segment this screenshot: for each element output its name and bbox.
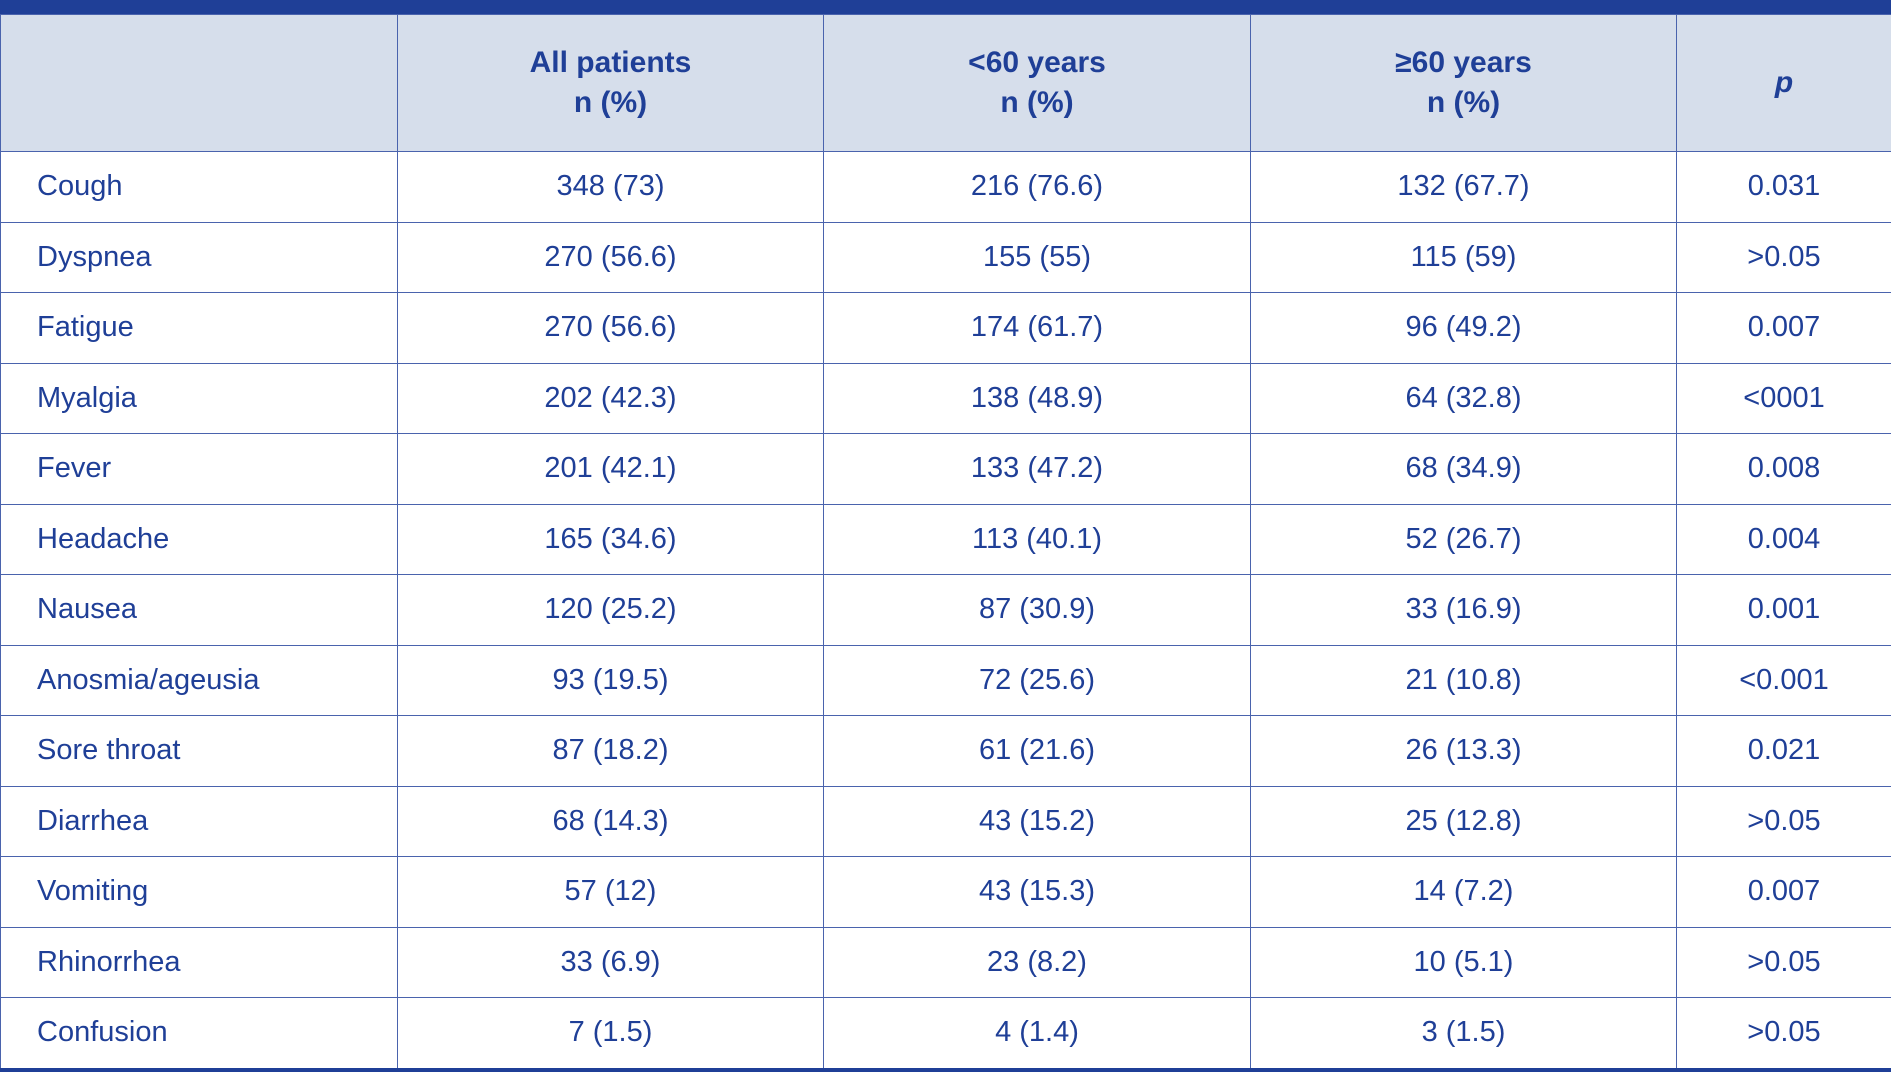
all-patients-cell: 270 (56.6) [397,221,824,293]
header-all-patients-unit: n (%) [573,86,648,119]
table-row: Confusion 7 (1.5) 4 (1.4) 3 (1.5) >0.05 [0,997,1891,1072]
p-value-cell: <0.001 [1676,644,1891,716]
p-value-cell: >0.05 [1676,926,1891,998]
over-60-cell: 68 (34.9) [1250,433,1677,505]
table-row: Vomiting 57 (12) 43 (15.3) 14 (7.2) 0.00… [0,856,1891,928]
under-60-cell: 23 (8.2) [823,926,1251,998]
p-value-cell: <0001 [1676,362,1891,434]
table-row: Fever 201 (42.1) 133 (47.2) 68 (34.9) 0.… [0,433,1891,505]
over-60-cell: 96 (49.2) [1250,292,1677,364]
all-patients-cell: 87 (18.2) [397,715,824,787]
all-patients-cell: 93 (19.5) [397,644,824,716]
symptom-cell: Fatigue [0,292,398,364]
all-patients-cell: 202 (42.3) [397,362,824,434]
symptom-cell: Nausea [0,574,398,646]
over-60-cell: 33 (16.9) [1250,574,1677,646]
over-60-cell: 26 (13.3) [1250,715,1677,787]
header-all-patients: All patients n (%) [397,14,824,152]
under-60-cell: 113 (40.1) [823,503,1251,575]
under-60-cell: 155 (55) [823,221,1251,293]
over-60-cell: 21 (10.8) [1250,644,1677,716]
under-60-cell: 61 (21.6) [823,715,1251,787]
all-patients-cell: 33 (6.9) [397,926,824,998]
symptom-cell: Anosmia/ageusia [0,644,398,716]
over-60-cell: 14 (7.2) [1250,856,1677,928]
header-over-60-unit: n (%) [1426,86,1501,119]
table-row: Cough 348 (73) 216 (76.6) 132 (67.7) 0.0… [0,151,1891,223]
under-60-cell: 216 (76.6) [823,151,1251,223]
all-patients-cell: 348 (73) [397,151,824,223]
symptom-cell: Fever [0,433,398,505]
p-value-cell: 0.007 [1676,856,1891,928]
over-60-cell: 64 (32.8) [1250,362,1677,434]
symptom-cell: Myalgia [0,362,398,434]
all-patients-cell: 7 (1.5) [397,997,824,1072]
table-row: Fatigue 270 (56.6) 174 (61.7) 96 (49.2) … [0,292,1891,364]
under-60-cell: 133 (47.2) [823,433,1251,505]
over-60-cell: 132 (67.7) [1250,151,1677,223]
header-p-value: p [1676,14,1891,152]
table-row: Nausea 120 (25.2) 87 (30.9) 33 (16.9) 0.… [0,574,1891,646]
symptom-cell: Rhinorrhea [0,926,398,998]
p-value-cell: 0.008 [1676,433,1891,505]
table-row: Dyspnea 270 (56.6) 155 (55) 115 (59) >0.… [0,221,1891,293]
p-value-cell: 0.007 [1676,292,1891,364]
over-60-cell: 115 (59) [1250,221,1677,293]
table-header: All patients n (%) <60 years n (%) ≥60 y… [0,14,1891,152]
header-under-60-unit: n (%) [1000,86,1074,119]
table-row: Myalgia 202 (42.3) 138 (48.9) 64 (32.8) … [0,362,1891,434]
all-patients-cell: 57 (12) [397,856,824,928]
all-patients-cell: 68 (14.3) [397,785,824,857]
header-over-60: ≥60 years n (%) [1250,14,1677,152]
all-patients-cell: 270 (56.6) [397,292,824,364]
table-row: Anosmia/ageusia 93 (19.5) 72 (25.6) 21 (… [0,644,1891,716]
table-body: Cough 348 (73) 216 (76.6) 132 (67.7) 0.0… [0,151,1891,1072]
over-60-cell: 25 (12.8) [1250,785,1677,857]
p-value-cell: >0.05 [1676,997,1891,1072]
all-patients-cell: 165 (34.6) [397,503,824,575]
symptom-cell: Sore throat [0,715,398,787]
table-row: Headache 165 (34.6) 113 (40.1) 52 (26.7)… [0,503,1891,575]
under-60-cell: 174 (61.7) [823,292,1251,364]
header-row: All patients n (%) <60 years n (%) ≥60 y… [0,14,1891,152]
over-60-cell: 3 (1.5) [1250,997,1677,1072]
under-60-cell: 87 (30.9) [823,574,1251,646]
header-all-patients-title: All patients [529,46,692,79]
symptom-cell: Dyspnea [0,221,398,293]
over-60-cell: 52 (26.7) [1250,503,1677,575]
p-value-cell: >0.05 [1676,221,1891,293]
symptom-cell: Diarrhea [0,785,398,857]
all-patients-cell: 201 (42.1) [397,433,824,505]
over-60-cell: 10 (5.1) [1250,926,1677,998]
all-patients-cell: 120 (25.2) [397,574,824,646]
under-60-cell: 43 (15.2) [823,785,1251,857]
p-value-cell: >0.05 [1676,785,1891,857]
symptoms-table: All patients n (%) <60 years n (%) ≥60 y… [0,14,1891,1072]
under-60-cell: 4 (1.4) [823,997,1251,1072]
symptom-cell: Confusion [0,997,398,1072]
under-60-cell: 72 (25.6) [823,644,1251,716]
table-top-rule [0,0,1891,14]
p-value-cell: 0.004 [1676,503,1891,575]
symptom-cell: Cough [0,151,398,223]
header-under-60-title: <60 years [968,46,1106,79]
table-row: Diarrhea 68 (14.3) 43 (15.2) 25 (12.8) >… [0,785,1891,857]
table-row: Sore throat 87 (18.2) 61 (21.6) 26 (13.3… [0,715,1891,787]
header-symptom [0,14,398,152]
symptom-cell: Vomiting [0,856,398,928]
table-row: Rhinorrhea 33 (6.9) 23 (8.2) 10 (5.1) >0… [0,926,1891,998]
header-under-60: <60 years n (%) [823,14,1251,152]
header-over-60-title: ≥60 years [1395,46,1532,79]
p-value-cell: 0.001 [1676,574,1891,646]
under-60-cell: 43 (15.3) [823,856,1251,928]
p-value-cell: 0.031 [1676,151,1891,223]
symptom-cell: Headache [0,503,398,575]
p-value-cell: 0.021 [1676,715,1891,787]
under-60-cell: 138 (48.9) [823,362,1251,434]
